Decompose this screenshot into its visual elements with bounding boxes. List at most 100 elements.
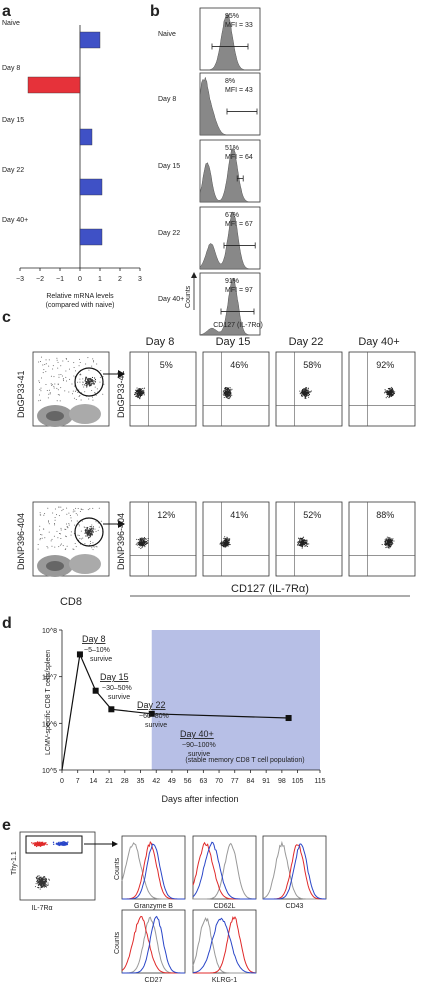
panel-c-left-dot (37, 548, 39, 550)
panel-a-xtick-label-6: 3 (138, 276, 142, 283)
panel-c-dot (143, 391, 145, 393)
panel-c-left-dot (48, 359, 50, 361)
panel-d-xtick-label-8: 56 (184, 778, 192, 785)
panel-c-left-dot (44, 364, 46, 366)
panel-c-dot (227, 390, 229, 392)
panel-c-dot (226, 541, 228, 543)
panel-c-dot (141, 538, 143, 540)
panel-c-left-dot (78, 523, 80, 525)
panel-c-dot (226, 536, 228, 538)
panel-c-left-pop-dot (84, 380, 86, 382)
panel-c-dot (224, 538, 226, 540)
panel-a-bar-1 (27, 76, 81, 94)
panel-c-dot (386, 544, 388, 546)
panel-c-left-dot (37, 544, 39, 546)
panel-c-left-dot (70, 520, 72, 522)
panel-c-left-dot (58, 546, 60, 548)
panel-c-dot (299, 393, 301, 395)
panel-c-left-dot (92, 549, 94, 551)
panel-d-ytick-label-2: 10^7 (42, 675, 57, 682)
panel-e-hist-box-1 (192, 835, 257, 900)
panel-c-left-pop-dot (85, 376, 87, 379)
panel-c-left-pop-dot (93, 382, 95, 384)
panel-c-left-pop-dot (87, 531, 90, 533)
panel-c-dot (137, 538, 140, 541)
panel-c-dot (228, 540, 230, 542)
panel-c-left-pop-dot (86, 382, 88, 384)
panel-c-left-dot (79, 362, 81, 364)
panel-c-dot (231, 394, 233, 396)
panel-c-dot (143, 392, 145, 394)
panel-c-dot (301, 542, 303, 545)
panel-c-left-dot (48, 389, 50, 391)
panel-c-gate-circle-0 (74, 367, 104, 397)
panel-c-dot (386, 542, 389, 544)
panel-c-dot (231, 388, 233, 390)
panel-d-annot-day-2: Day 22 (137, 700, 166, 710)
panel-c-dot (134, 392, 136, 394)
panel-c-dot (225, 393, 228, 396)
panel-c-dot (140, 544, 142, 546)
panel-e-gray-dot (37, 887, 40, 889)
panel-c-left-dot (47, 507, 49, 509)
panel-e-gray-dot (39, 876, 41, 878)
panel-c-dot (230, 393, 232, 395)
panel-c-left-dot (62, 545, 64, 547)
panel-c-dot (300, 391, 302, 393)
panel-e-blue-dot (57, 842, 59, 845)
panel-c-left-dot (62, 508, 64, 510)
panel-c-dot (386, 392, 388, 394)
panel-d-xtick-label-13: 91 (262, 778, 270, 785)
panel-c-dot (138, 392, 140, 394)
panel-c-left-blob-core-0 (46, 411, 64, 421)
panel-c-dot (225, 389, 227, 391)
panel-c-left-dot (60, 527, 62, 529)
panel-c-left-ylabel-2: DbNP396-404 (16, 513, 26, 570)
panel-c-left-dot (39, 388, 41, 390)
panel-b-histogram-0 (200, 13, 260, 71)
panel-c-dot (137, 391, 139, 393)
panel-d-annot-range-1: ~30–50% (102, 685, 132, 692)
panel-e-gray-dot (45, 879, 47, 881)
panel-c-left-dot (48, 521, 50, 523)
panel-c-left-dot (42, 364, 44, 366)
panel-c-dot (228, 539, 230, 541)
panel-c-left-dot (99, 376, 101, 378)
panel-c-dot (136, 389, 138, 392)
panel-c-left-pop-dot (86, 383, 88, 385)
panel-b-histogram-3 (199, 211, 260, 270)
panel-c-dot (142, 537, 144, 540)
panel-c-dot (139, 390, 141, 392)
panel-e-gray-dot (41, 883, 43, 885)
panel-c-dot (392, 538, 394, 540)
panel-c-left-dot (60, 365, 62, 367)
panel-c-left-dot (41, 537, 43, 539)
panel-c-dot (386, 546, 388, 548)
panel-c-dot (135, 544, 137, 546)
panel-c-dot (223, 544, 225, 546)
panel-c-dot (138, 541, 140, 543)
panel-d-xtick-label-7: 49 (168, 778, 176, 785)
panel-c-dot (306, 392, 308, 394)
panel-c-dot (303, 388, 306, 390)
panel-e-gray-dot (36, 879, 38, 881)
panel-b-histograms: Naive 95% MFI = 33 Day 8 8% MFI = 43 Day 15 51%… (158, 7, 261, 336)
panel-e-gate (25, 835, 83, 854)
panel-b-xlabel: CD127 (IL-7Rα) (213, 322, 263, 329)
panel-c-dot (224, 540, 226, 542)
panel-c-dot (145, 538, 147, 540)
panel-c-dot (142, 387, 144, 389)
panel-c-box-1-2 (275, 501, 343, 577)
panel-c-left-dot (73, 397, 75, 399)
panel-c-left-dot (50, 383, 52, 385)
panel-c-dot (390, 389, 392, 391)
panel-c-dot (307, 388, 309, 390)
panel-c-dot (386, 390, 388, 392)
panel-c-left-dot (47, 547, 49, 549)
panel-e-gray-dot (44, 876, 46, 878)
panel-c-dot (390, 392, 392, 394)
panel-c-dot (226, 544, 228, 546)
panel-e-blue-dot (58, 843, 60, 845)
panel-c-left-dot (64, 528, 66, 530)
